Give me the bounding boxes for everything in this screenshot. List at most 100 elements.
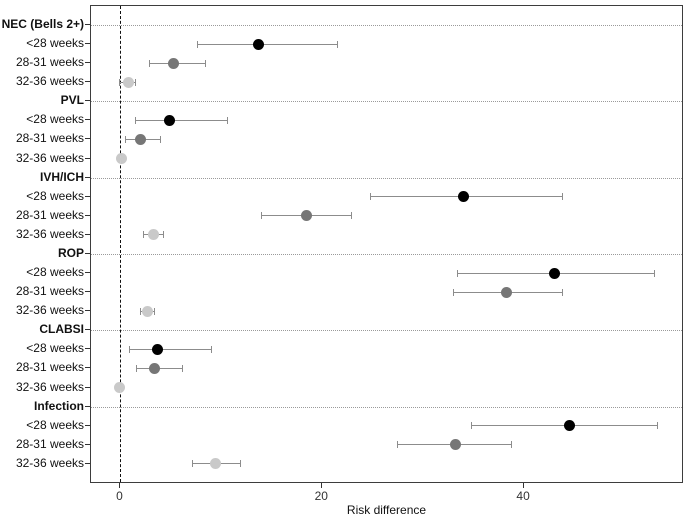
estimate-dot-clabsi-28-31-weeks xyxy=(149,362,161,374)
y-axis-tick xyxy=(85,424,90,426)
y-axis-tick xyxy=(85,291,90,293)
group-separator-pvl xyxy=(91,101,682,103)
group-label-nec-bells-2: NEC (Bells 2+) xyxy=(1,17,84,31)
ci-cap-low xyxy=(136,364,138,372)
row-label-clabsi-32-36-weeks: 32-36 weeks xyxy=(15,379,84,394)
x-axis-title: Risk difference xyxy=(346,503,427,517)
ci-bar-pvl-28-weeks xyxy=(135,119,228,121)
ci-cap-low xyxy=(118,78,120,86)
estimate-dot-nec-bells-2-28-31-weeks xyxy=(168,57,180,69)
row-label-infection-32-36-weeks: 32-36 weeks xyxy=(15,455,84,470)
plot-panel xyxy=(90,5,683,483)
y-axis-tick xyxy=(85,443,90,445)
estimate-dot-ivh-ich-32-36-weeks xyxy=(148,229,160,241)
y-axis-tick xyxy=(85,43,90,45)
y-axis-tick xyxy=(85,119,90,121)
group-label-ivh-ich: IVH/ICH xyxy=(39,169,84,184)
ci-cap-high xyxy=(181,364,183,372)
y-axis-tick xyxy=(85,81,90,83)
ci-cap-low xyxy=(129,345,131,353)
row-label-ivh-ich-28-weeks: <28 weeks xyxy=(26,188,84,203)
group-separator-nec-bells-2 xyxy=(91,25,682,26)
group-label-pvl: PVL xyxy=(60,93,84,108)
row-label-infection-28-weeks: <28 weeks xyxy=(26,417,84,432)
estimate-dot-pvl-28-31-weeks xyxy=(135,133,147,145)
estimate-dot-pvl-32-36-weeks xyxy=(116,153,127,165)
y-axis-tick xyxy=(85,405,90,407)
row-label-ivh-ich-28-31-weeks: 28-31 weeks xyxy=(15,207,84,222)
group-label-infection: Infection xyxy=(34,398,84,413)
ci-cap-low xyxy=(191,460,193,468)
y-axis-tick xyxy=(85,62,90,64)
ci-cap-high xyxy=(511,441,513,449)
y-axis-tick xyxy=(85,386,90,388)
estimate-dot-infection-28-31-weeks xyxy=(449,439,461,451)
y-axis-tick xyxy=(85,233,90,235)
estimate-dot-clabsi-32-36-weeks xyxy=(113,382,125,394)
ci-cap-low xyxy=(452,288,454,296)
y-axis-tick xyxy=(85,367,90,369)
ci-cap-high xyxy=(154,307,156,315)
group-separator-ivh-ich xyxy=(91,177,682,179)
row-label-pvl-28-31-weeks: 28-31 weeks xyxy=(15,131,84,146)
ci-cap-high xyxy=(163,231,165,239)
x-axis-tick xyxy=(119,483,120,488)
row-label-rop-28-weeks: <28 weeks xyxy=(26,265,84,280)
y-axis-tick xyxy=(85,252,90,254)
y-axis-tick xyxy=(85,176,90,178)
y-axis-tick xyxy=(85,100,90,102)
ci-cap-high xyxy=(653,269,655,277)
estimate-dot-rop-32-36-weeks xyxy=(142,305,154,317)
ci-bar-nec-bells-2-28-weeks xyxy=(197,43,338,45)
y-axis-tick xyxy=(85,214,90,216)
x-axis-tick xyxy=(320,483,322,488)
ci-cap-low xyxy=(370,193,372,201)
row-label-infection-28-31-weeks: 28-31 weeks xyxy=(15,436,84,451)
ci-cap-high xyxy=(561,193,563,201)
ci-cap-low xyxy=(149,59,151,67)
estimate-dot-infection-32-36-weeks xyxy=(209,458,221,470)
x-axis-tick xyxy=(522,483,524,488)
y-axis-tick xyxy=(85,272,90,274)
estimate-dot-nec-bells-2-28-weeks xyxy=(253,38,265,50)
group-separator-rop xyxy=(91,253,682,255)
row-label-nec-bells-2-28-weeks: <28 weeks xyxy=(26,36,84,51)
row-label-ivh-ich-32-36-weeks: 32-36 weeks xyxy=(15,226,84,241)
row-label-pvl-28-weeks: <28 weeks xyxy=(26,112,84,127)
ci-cap-high xyxy=(656,422,658,430)
x-axis-tick-label: 40 xyxy=(516,489,530,503)
estimate-dot-rop-28-31-weeks xyxy=(501,286,513,298)
ci-cap-low xyxy=(457,269,458,277)
ci-cap-high xyxy=(351,212,353,220)
y-axis-tick xyxy=(85,310,90,312)
y-axis-tick xyxy=(85,195,90,197)
y-axis-tick xyxy=(85,157,90,159)
ci-cap-high xyxy=(204,59,206,67)
y-axis-tick xyxy=(85,348,90,350)
estimate-dot-infection-28-weeks xyxy=(564,420,575,432)
row-label-clabsi-28-weeks: <28 weeks xyxy=(26,341,84,356)
estimate-dot-ivh-ich-28-31-weeks xyxy=(300,210,312,222)
ci-cap-high xyxy=(240,460,242,468)
group-separator-infection xyxy=(91,406,682,408)
row-label-rop-28-31-weeks: 28-31 weeks xyxy=(15,284,84,299)
ci-cap-low xyxy=(261,212,263,220)
row-label-pvl-32-36-weeks: 32-36 weeks xyxy=(15,150,84,165)
row-label-rop-32-36-weeks: 32-36 weeks xyxy=(15,303,84,318)
ci-cap-low xyxy=(140,307,142,315)
group-label-rop: ROP xyxy=(57,245,84,260)
x-axis-tick-label: 0 xyxy=(116,489,123,503)
row-label-nec-bells-2-32-36-weeks: 32-36 weeks xyxy=(15,74,84,89)
y-axis-tick xyxy=(85,462,90,464)
zero-reference-line xyxy=(119,6,121,482)
ci-cap-high xyxy=(561,288,563,296)
row-label-clabsi-28-31-weeks: 28-31 weeks xyxy=(15,360,84,375)
ci-cap-high xyxy=(210,345,212,353)
group-separator-clabsi xyxy=(91,330,682,332)
ci-cap-high xyxy=(336,40,338,48)
ci-cap-low xyxy=(143,231,145,239)
ci-bar-clabsi-28-weeks xyxy=(129,348,212,350)
estimate-dot-pvl-28-weeks xyxy=(164,114,176,126)
estimate-dot-nec-bells-2-32-36-weeks xyxy=(123,76,135,88)
